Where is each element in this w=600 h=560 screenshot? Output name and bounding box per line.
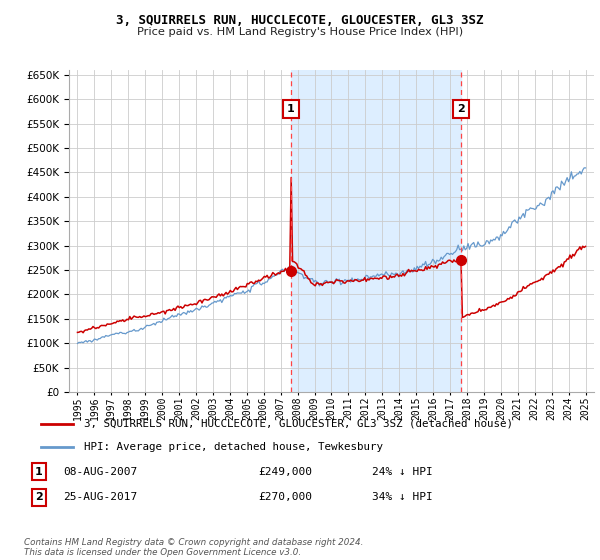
Text: 2: 2 xyxy=(35,492,43,502)
Text: 1: 1 xyxy=(287,104,295,114)
Text: Contains HM Land Registry data © Crown copyright and database right 2024.
This d: Contains HM Land Registry data © Crown c… xyxy=(24,538,364,557)
Bar xyxy=(291,70,461,392)
Text: £270,000: £270,000 xyxy=(258,492,312,502)
Text: 25-AUG-2017: 25-AUG-2017 xyxy=(63,492,137,502)
Text: 08-AUG-2007: 08-AUG-2007 xyxy=(63,466,137,477)
Text: 2: 2 xyxy=(457,104,465,114)
Text: 24% ↓ HPI: 24% ↓ HPI xyxy=(372,466,433,477)
Text: £249,000: £249,000 xyxy=(258,466,312,477)
Text: 1: 1 xyxy=(35,466,43,477)
Text: HPI: Average price, detached house, Tewkesbury: HPI: Average price, detached house, Tewk… xyxy=(84,442,383,452)
Text: Price paid vs. HM Land Registry's House Price Index (HPI): Price paid vs. HM Land Registry's House … xyxy=(137,27,463,37)
Text: 34% ↓ HPI: 34% ↓ HPI xyxy=(372,492,433,502)
Text: 3, SQUIRRELS RUN, HUCCLECOTE, GLOUCESTER, GL3 3SZ: 3, SQUIRRELS RUN, HUCCLECOTE, GLOUCESTER… xyxy=(116,14,484,27)
Text: 3, SQUIRRELS RUN, HUCCLECOTE, GLOUCESTER, GL3 3SZ (detached house): 3, SQUIRRELS RUN, HUCCLECOTE, GLOUCESTER… xyxy=(84,419,513,429)
